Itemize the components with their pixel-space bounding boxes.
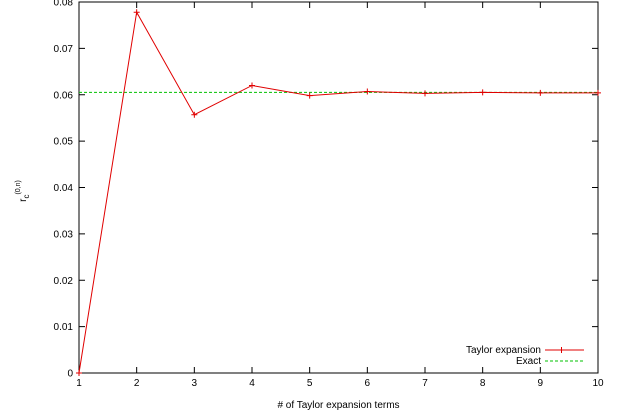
series-taylor-point — [133, 9, 140, 16]
series-layer — [76, 9, 601, 376]
y-axis-label-main: r — [18, 198, 29, 202]
series-taylor-point — [191, 111, 198, 118]
legend-label-exact: Exact — [516, 356, 541, 367]
series-taylor-point — [364, 88, 371, 95]
x-tick-label: 8 — [480, 378, 486, 389]
svg-text:rc(0,n): rc(0,n) — [15, 180, 31, 202]
plot-frame — [78, 1, 599, 374]
y-tick-label: 0.04 — [54, 183, 74, 194]
y-axis-label-sup: (0,n) — [15, 180, 22, 194]
y-tick-label: 0.03 — [54, 229, 74, 240]
legend-label-taylor: Taylor expansion — [466, 345, 541, 356]
x-tick-label: 6 — [365, 378, 371, 389]
series-taylor-point — [306, 92, 313, 99]
x-axis-label: # of Taylor expansion terms — [277, 400, 399, 411]
x-tick-label: 1 — [76, 378, 82, 389]
y-tick-label: 0 — [67, 369, 73, 380]
x-tick-label: 3 — [192, 378, 198, 389]
y-tick-label: 0.07 — [54, 44, 74, 55]
y-axis-ticks: 0 0.01 0.02 0.03 0.04 0.05 0.06 0.07 0.08 — [54, 0, 598, 380]
series-taylor-point — [595, 89, 601, 96]
x-tick-label: 10 — [592, 378, 604, 389]
series-taylor-line — [78, 10, 598, 374]
x-tick-label: 2 — [134, 378, 140, 389]
y-axis-label: rc(0,n) — [15, 180, 31, 202]
x-tick-label: 7 — [422, 378, 428, 389]
y-axis-label-sub: c — [22, 195, 31, 199]
series-taylor-point — [479, 89, 486, 96]
y-tick-label: 0.06 — [54, 90, 74, 101]
legend: Taylor expansion Exact — [466, 345, 584, 367]
y-tick-label: 0.08 — [54, 0, 74, 9]
legend-marker-taylor — [558, 347, 565, 353]
x-tick-label: 4 — [249, 378, 255, 389]
series-taylor-point — [76, 370, 82, 376]
x-tick-label: 5 — [307, 378, 313, 389]
series-taylor-point — [249, 82, 255, 89]
y-tick-label: 0.01 — [54, 322, 74, 333]
y-tick-label: 0.02 — [54, 276, 74, 287]
series-taylor-point — [422, 90, 428, 97]
y-tick-label: 0.05 — [54, 137, 74, 148]
x-axis-ticks: 1 2 3 4 5 6 7 8 9 10 — [76, 2, 604, 389]
series-taylor-point — [537, 89, 544, 96]
x-tick-label: 9 — [538, 378, 544, 389]
